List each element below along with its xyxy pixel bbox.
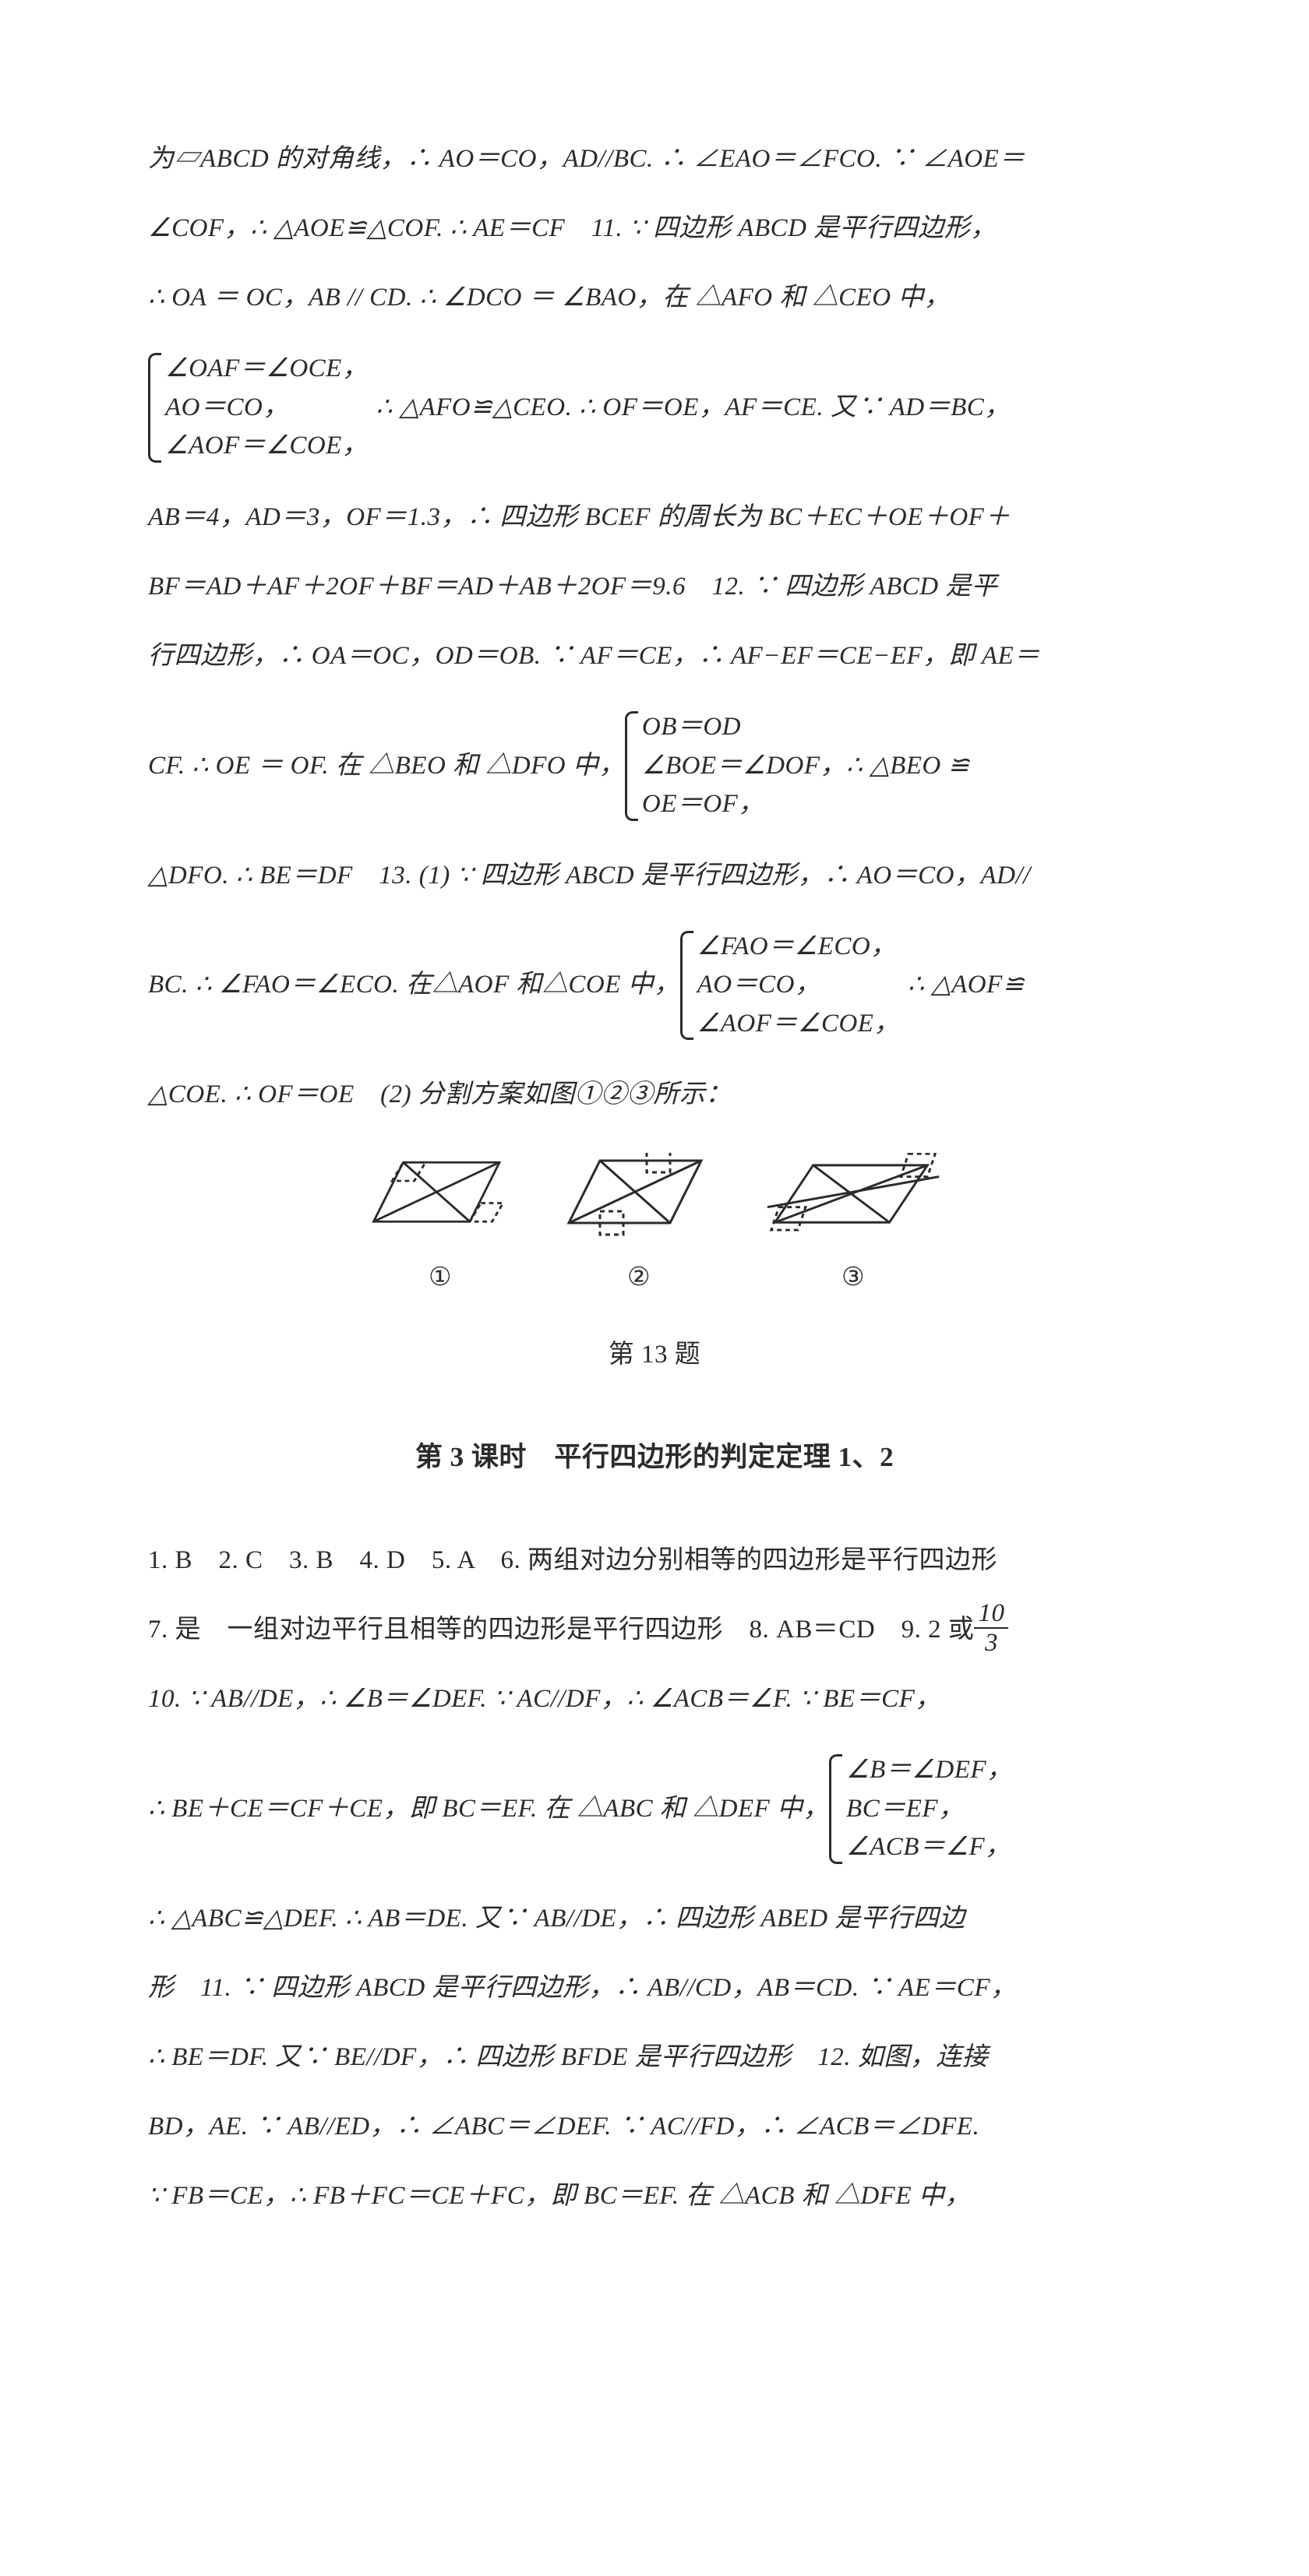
text-line: 形 11. ∵ 四边形 ABCD 是平行四边形，∴ AB//CD，AB＝CD. …	[148, 1954, 1161, 2023]
text-line: 行四边形，∴ OA＝OC，OD＝OB. ∵ AF＝CE，∴ AF−EF＝CE−E…	[148, 622, 1161, 691]
brace-row: AO＝CO，	[165, 389, 368, 428]
answers-line-1: 1. B 2. C 3. B 4. D 5. A 6. 两组对边分别相等的四边形…	[148, 1526, 1161, 1595]
brace-after-text: ∴ △AFO≌△CEO. ∴ OF＝OE，AF＝CE. 又∵ AD＝BC，	[376, 373, 1010, 442]
figure-2-label: ②	[561, 1243, 717, 1313]
brace-before-text: ∴ BE＋CE＝CF＋CE，即 BC＝EF. 在 △ABC 和 △DEF 中，	[148, 1774, 829, 1844]
text-line: ∵ FB＝CE，∴ FB＋FC＝CE＋FC，即 BC＝EF. 在 △ACB 和 …	[148, 2162, 1161, 2231]
figures-caption: 第 13 题	[148, 1320, 1161, 1390]
text-line: ∴ BE＝DF. 又∵ BE//DF，∴ 四边形 BFDE 是平行四边形 12.…	[148, 2023, 1161, 2092]
text-line: ∴ OA ＝ OC，AB // CD. ∴ ∠DCO ＝ ∠BAO，在 △AFO…	[148, 263, 1161, 333]
text-line: ∠COF，∴ △AOE≌△COF. ∴ AE＝CF 11. ∵ 四边形 ABCD…	[148, 194, 1161, 263]
brace-row: OE＝OF，	[642, 785, 970, 824]
brace-conditions: ∠OAF＝∠OCE， AO＝CO， ∠AOF＝∠COE，	[148, 350, 368, 466]
figure-3: ③	[764, 1153, 943, 1313]
brace-line-3: BC. ∴ ∠FAO＝∠ECO. 在△AOF 和△COE 中， ∠FAO＝∠EC…	[148, 922, 1161, 1050]
brace-conditions: OB＝OD ∠BOE＝∠DOF，∴ △BEO ≌ OE＝OF，	[625, 708, 970, 824]
section-title: 第 3 课时 平行四边形的判定定理 1、2	[148, 1421, 1161, 1495]
brace-line-4: ∴ BE＋CE＝CF＋CE，即 BC＝EF. 在 △ABC 和 △DEF 中， …	[148, 1745, 1161, 1873]
text-line: 为▱ABCD 的对角线，∴ AO＝CO，AD//BC. ∴ ∠EAO＝∠FCO.…	[148, 125, 1161, 194]
figure-1-svg	[366, 1153, 514, 1239]
text-line: △DFO. ∴ BE＝DF 13. (1) ∵ 四边形 ABCD 是平行四边形，…	[148, 841, 1161, 911]
brace-row: BC＝EF，	[846, 1790, 1012, 1829]
brace-row: OB＝OD	[642, 708, 970, 747]
text-line: AB＝4，AD＝3，OF＝1.3，∴ 四边形 BCEF 的周长为 BC＋EC＋O…	[148, 483, 1161, 552]
brace-row: ∠OAF＝∠OCE，	[165, 350, 368, 389]
figure-3-svg	[764, 1153, 943, 1239]
figure-1-label: ①	[366, 1243, 514, 1313]
figure-1: ①	[366, 1153, 514, 1313]
answers-line-2: 7. 是 一组对边平行且相等的四边形是平行四边形 8. AB＝CD 9. 2 或…	[148, 1595, 1161, 1665]
figure-2: ②	[561, 1153, 717, 1313]
brace-row: ∠AOF＝∠COE，	[697, 1005, 900, 1044]
fraction-numerator: 10	[974, 1599, 1008, 1629]
brace-row: ∠B＝∠DEF，	[846, 1751, 1012, 1790]
text-line: BF＝AD＋AF＋2OF＋BF＝AD＋AB＋2OF＝9.6 12. ∵ 四边形 …	[148, 552, 1161, 622]
figures-row: ① ②	[148, 1153, 1161, 1313]
brace-row: ∠AOF＝∠COE，	[165, 427, 368, 466]
answers-line-2-text: 7. 是 一组对边平行且相等的四边形是平行四边形 8. AB＝CD 9. 2 或	[148, 1616, 974, 1644]
document-body: 为▱ABCD 的对角线，∴ AO＝CO，AD//BC. ∴ ∠EAO＝∠FCO.…	[148, 125, 1161, 2231]
fraction-10-over-3: 103	[974, 1599, 1008, 1658]
brace-conditions: ∠B＝∠DEF， BC＝EF， ∠ACB＝∠F，	[829, 1751, 1012, 1867]
brace-row: ∠FAO＝∠ECO，	[697, 928, 900, 967]
text-line: 10. ∵ AB//DE，∴ ∠B＝∠DEF. ∵ AC//DF，∴ ∠ACB＝…	[148, 1665, 1161, 1734]
brace-conditions: ∠FAO＝∠ECO， AO＝CO， ∠AOF＝∠COE，	[680, 928, 900, 1044]
brace-before-text: BC. ∴ ∠FAO＝∠ECO. 在△AOF 和△COE 中，	[148, 950, 680, 1020]
brace-line-1: ∠OAF＝∠OCE， AO＝CO， ∠AOF＝∠COE， ∴ △AFO≌△CEO…	[148, 344, 1161, 472]
figure-3-label: ③	[764, 1243, 943, 1313]
text-line: △COE. ∴ OF＝OE (2) 分割方案如图①②③所示：	[148, 1060, 1161, 1129]
brace-line-2: CF. ∴ OE ＝ OF. 在 △BEO 和 △DFO 中， OB＝OD ∠B…	[148, 702, 1161, 830]
text-line: ∴ △ABC≌△DEF. ∴ AB＝DE. 又∵ AB//DE，∴ 四边形 AB…	[148, 1884, 1161, 1954]
text-line: BD，AE. ∵ AB//ED，∴ ∠ABC＝∠DEF. ∵ AC//FD，∴ …	[148, 2092, 1161, 2162]
brace-before-text: CF. ∴ OE ＝ OF. 在 △BEO 和 △DFO 中，	[148, 731, 625, 801]
brace-row: ∠BOE＝∠DOF，∴ △BEO ≌	[642, 747, 970, 786]
brace-after-text: ∴ △AOF≌	[908, 950, 1025, 1020]
brace-row: ∠ACB＝∠F，	[846, 1828, 1012, 1867]
figure-2-svg	[561, 1153, 717, 1239]
fraction-denominator: 3	[974, 1629, 1008, 1657]
brace-row: AO＝CO，	[697, 966, 900, 1005]
